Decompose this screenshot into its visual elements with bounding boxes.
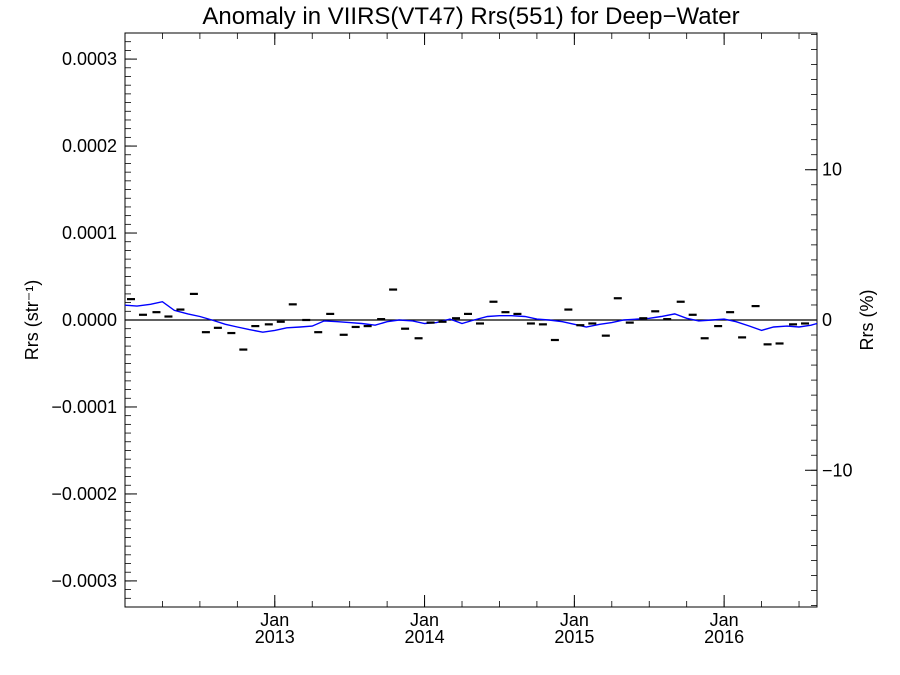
y-tick-label-right: −10 bbox=[822, 460, 853, 480]
y-tick-label-left: 0.0002 bbox=[62, 136, 117, 156]
y-axis-label-right: Rrs (%) bbox=[857, 290, 877, 351]
y-tick-label-left: 0.0000 bbox=[62, 310, 117, 330]
x-tick-label-month: Jan bbox=[710, 610, 739, 630]
x-tick-label-year: 2014 bbox=[405, 627, 445, 647]
y-tick-label-left: −0.0003 bbox=[51, 571, 117, 591]
x-tick-label-year: 2013 bbox=[255, 627, 295, 647]
y-tick-label-left: −0.0002 bbox=[51, 484, 117, 504]
y-tick-label-left: 0.0001 bbox=[62, 223, 117, 243]
y-tick-label-left: −0.0001 bbox=[51, 397, 117, 417]
chart-title: Anomaly in VIIRS(VT47) Rrs(551) for Deep… bbox=[202, 3, 739, 30]
axis-ticks: 0.0003 0.0002 0.0001 0.0000 −0.0001 −0.0002 −0… bbox=[51, 32, 853, 647]
x-tick-label-month: Jan bbox=[260, 610, 289, 630]
series-line bbox=[124, 300, 818, 333]
y-tick-label-right: 0 bbox=[822, 310, 832, 330]
y-tick-label-left: 0.0003 bbox=[62, 49, 117, 69]
y-axis-label-left: Rrs (str⁻¹) bbox=[22, 280, 42, 360]
y-tick-label-right: 10 bbox=[822, 160, 842, 180]
plot-area: 0.0003 0.0002 0.0001 0.0000 −0.0001 −0.0002 −0… bbox=[51, 32, 853, 647]
x-tick-label-month: Jan bbox=[560, 610, 589, 630]
smoothed-anomaly-series bbox=[124, 300, 818, 333]
x-tick-label-year: 2016 bbox=[704, 627, 744, 647]
monthly-anomaly-points bbox=[126, 288, 810, 351]
x-tick-label-year: 2015 bbox=[554, 627, 594, 647]
x-tick-label-month: Jan bbox=[410, 610, 439, 630]
